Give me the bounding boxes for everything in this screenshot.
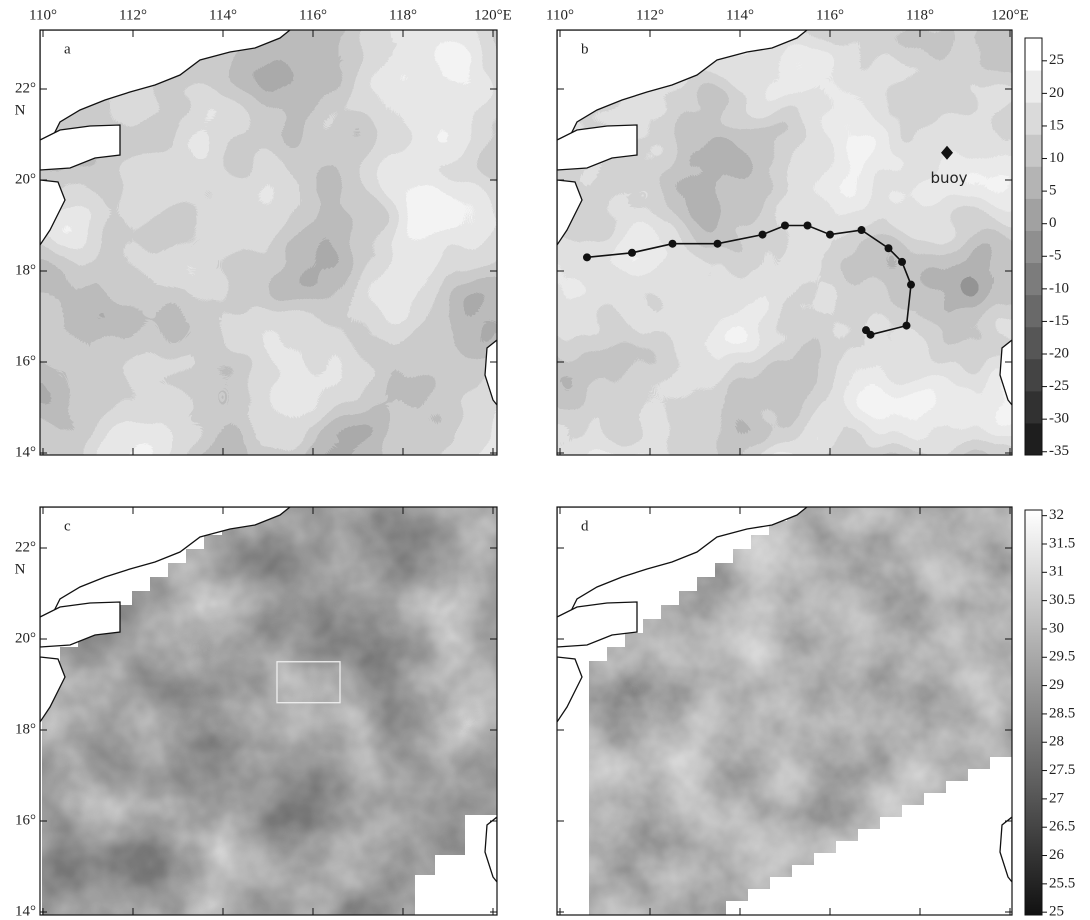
colorbar-label: 32 <box>1049 507 1064 523</box>
track-point <box>628 249 636 257</box>
lon-label: 110° <box>29 7 57 23</box>
map-panel: b 110° 112° 114° 116° 118° 120°E <box>546 7 1029 455</box>
panel-label: d <box>581 518 589 534</box>
panel-content <box>40 30 497 455</box>
lat-label: 18° <box>15 721 36 737</box>
lon-label: 120°E <box>991 7 1029 23</box>
colorbar-step <box>1025 102 1042 135</box>
track-point <box>781 222 789 230</box>
lat-label: 14° <box>15 444 36 460</box>
colorbar-label: 25 <box>1049 52 1064 68</box>
track-point <box>885 244 893 252</box>
colorbar-step <box>1025 166 1042 199</box>
colorbar: 32 31.5 31 30.5 30 29.5 29 28.5 28 27.5 27 26.5 26 25… <box>1025 507 1075 920</box>
colorbar-step <box>1025 198 1042 231</box>
lat-label: 14° <box>15 903 36 919</box>
figure: a 110° 112° 114° 116° 118° 120°E 14° 16° 18° 20° 22… <box>0 0 1090 920</box>
lat-label: 20° <box>15 171 36 187</box>
track-point <box>804 222 812 230</box>
colorbar-label: 0 <box>1049 215 1057 231</box>
track-point <box>583 253 591 261</box>
colorbar-step <box>1025 359 1042 392</box>
lon-label: 114° <box>726 7 754 23</box>
colorbar-label: 27.5 <box>1049 762 1075 778</box>
lat-unit: N <box>15 102 26 118</box>
colorbar-label: -30 <box>1049 411 1069 427</box>
colorbar-step <box>1025 263 1042 296</box>
colorbar-label: 29 <box>1049 677 1064 693</box>
colorbar-label: -20 <box>1049 345 1069 361</box>
lat-label: 16° <box>15 353 36 369</box>
colorbar-label: 26.5 <box>1049 819 1075 835</box>
colorbar-label: 26 <box>1049 847 1065 863</box>
colorbar-label: 5 <box>1049 183 1057 199</box>
colorbar-step <box>1025 134 1042 167</box>
map-panel: d <box>557 507 1012 915</box>
colorbar-step <box>1025 391 1042 424</box>
lon-label: 116° <box>299 7 327 23</box>
colorbar-label: -35 <box>1049 443 1069 459</box>
panel-content <box>557 507 1012 915</box>
colorbar-step <box>1025 327 1042 360</box>
lat-label: 16° <box>15 812 36 828</box>
track-point <box>759 231 767 239</box>
colorbar-step <box>1025 230 1042 263</box>
buoy-label: buoy <box>930 169 967 187</box>
lat-label: 18° <box>15 262 36 278</box>
lon-label: 116° <box>816 7 844 23</box>
lon-label: 112° <box>119 7 147 23</box>
colorbar-label: -15 <box>1049 313 1069 329</box>
colorbar-step <box>1025 38 1042 71</box>
lon-label: 112° <box>636 7 664 23</box>
lat-label: 20° <box>15 630 36 646</box>
lon-label: 118° <box>906 7 934 23</box>
track-point <box>714 240 722 248</box>
panel-label: c <box>64 518 71 534</box>
panel-content <box>557 30 1012 455</box>
colorbar-label: 28.5 <box>1049 705 1075 721</box>
lon-label: 110° <box>546 7 574 23</box>
colorbar-label: 25 <box>1049 904 1064 920</box>
colorbar-label: 30 <box>1049 620 1064 636</box>
colorbar-label: -25 <box>1049 378 1069 394</box>
colorbar-label: 25.5 <box>1049 875 1075 891</box>
colorbar-label: 10 <box>1049 150 1064 166</box>
colorbar-label: 31 <box>1049 564 1064 580</box>
colorbar-label: 31.5 <box>1049 535 1075 551</box>
colorbar-step <box>1025 295 1042 328</box>
lat-label: 22° <box>15 539 36 555</box>
colorbar-step <box>1025 423 1042 456</box>
colorbar-label: 28 <box>1049 734 1064 750</box>
colorbar-step <box>1025 70 1042 103</box>
panel-label: a <box>64 41 71 57</box>
colorbar-label: 29.5 <box>1049 649 1075 665</box>
colorbar-label: 20 <box>1049 85 1064 101</box>
track-point <box>669 240 677 248</box>
lon-label: 114° <box>209 7 237 23</box>
colorbar-label: -10 <box>1049 280 1069 296</box>
panel-content <box>40 507 497 915</box>
lon-label: 120°E <box>474 7 512 23</box>
map-panel: a 110° 112° 114° 116° 118° 120°E 14° 16° 18° 20° 22… <box>15 7 512 460</box>
track-point <box>898 258 906 266</box>
lat-label: 22° <box>15 80 36 96</box>
panel-label: b <box>581 41 589 57</box>
map-panel: c 14° 16° 18° 20° 22° N <box>15 507 497 919</box>
colorbar-fill <box>1025 510 1042 915</box>
track-point <box>826 231 834 239</box>
colorbar-label: -5 <box>1049 248 1062 264</box>
colorbar: 25 20 15 10 5 0 -5 -10 -15 -20 -25 -30 -35 <box>1025 38 1069 459</box>
track-point <box>858 226 866 234</box>
colorbar-label: 27 <box>1049 790 1065 806</box>
track-point <box>907 281 915 289</box>
lon-label: 118° <box>389 7 417 23</box>
colorbar-label: 30.5 <box>1049 592 1075 608</box>
colorbar-label: 15 <box>1049 117 1064 133</box>
track-point <box>862 326 870 334</box>
track-point <box>903 322 911 330</box>
lat-unit: N <box>15 561 26 577</box>
